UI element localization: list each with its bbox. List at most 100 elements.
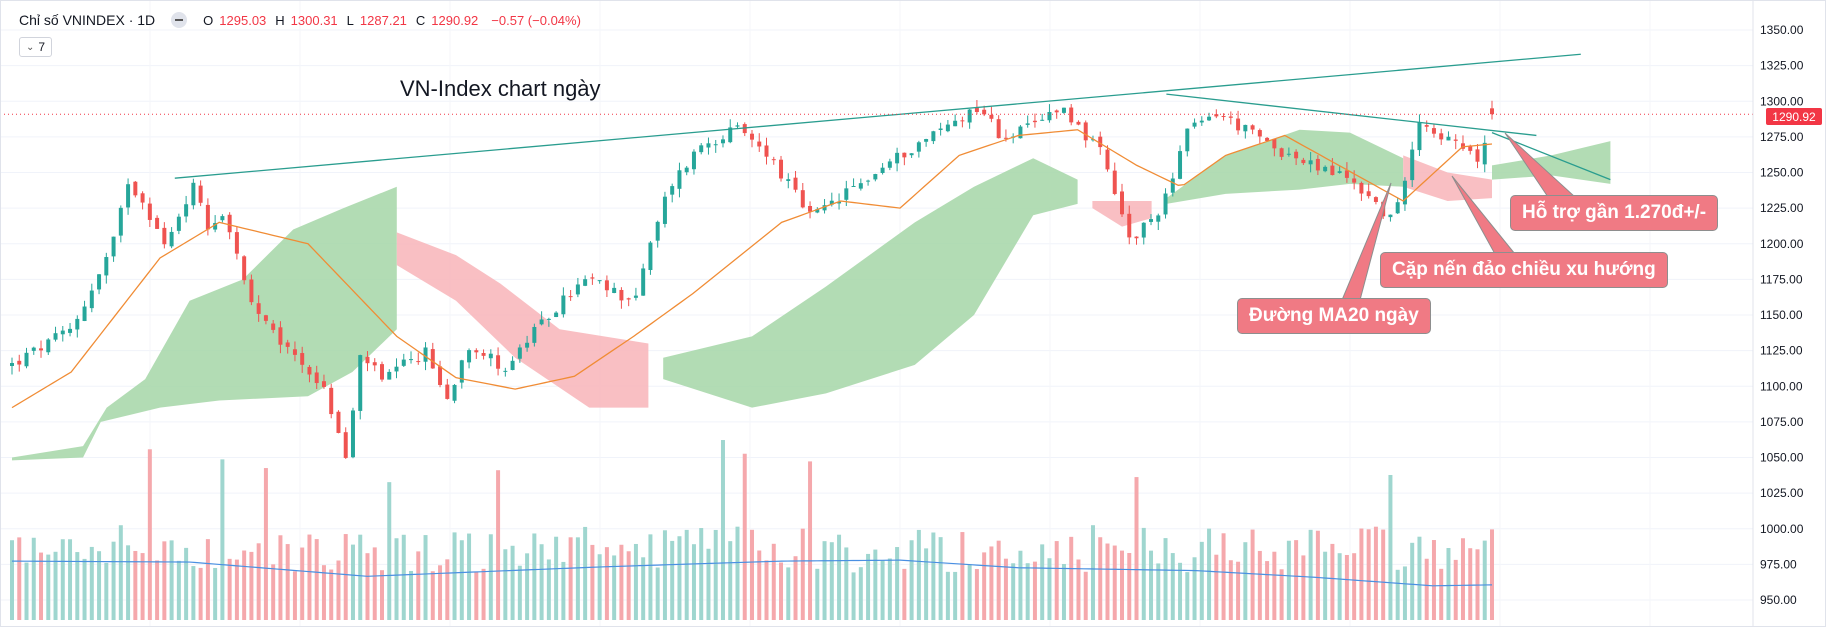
volume-bar (1388, 474, 1393, 620)
candle-body (924, 139, 929, 142)
volume-bar (568, 537, 573, 620)
candle-body (1257, 130, 1262, 137)
candle-body (655, 221, 660, 241)
candle-body (561, 295, 566, 315)
candle-body (1482, 142, 1487, 165)
candle-body (517, 347, 522, 359)
candle-body (162, 227, 167, 245)
candle-body (1170, 178, 1175, 193)
candle-body (793, 177, 798, 190)
candle-body (452, 384, 457, 401)
candle-body (982, 109, 987, 115)
candle-body (641, 268, 646, 296)
volume-bar (75, 552, 80, 620)
volume-bar (532, 533, 537, 620)
candle-body (1003, 137, 1008, 139)
volume-bar (1163, 538, 1168, 620)
volume-bar (1315, 530, 1320, 620)
volume-bar (242, 550, 247, 620)
candle-body (895, 152, 900, 164)
indicators-toggle[interactable]: ⌄ 7 (19, 37, 53, 57)
volume-bar (358, 534, 363, 620)
candle-body (1105, 149, 1110, 170)
candle-body (1214, 114, 1219, 117)
candle-body (459, 360, 464, 383)
y-tick-label: 950.00 (1760, 593, 1797, 607)
candle-body (1366, 191, 1371, 197)
volume-bar (1025, 563, 1030, 620)
collapse-minus-icon[interactable] (171, 12, 188, 28)
volume-bar (742, 453, 747, 620)
cloud-up (663, 158, 1078, 408)
volume-bar (641, 557, 646, 620)
volume-bar (1294, 540, 1299, 620)
volume-bar (1257, 550, 1262, 620)
support-callout: Hỗ trợ gần 1.270đ+/- (1510, 195, 1719, 231)
candle-body (1120, 191, 1124, 215)
cloud-down (396, 232, 649, 408)
volume-bar (292, 571, 297, 620)
candle-body (510, 360, 515, 371)
candle-body (808, 205, 813, 212)
candle-body (1395, 202, 1400, 214)
volume-bar (829, 542, 834, 620)
candle-body (1446, 136, 1451, 141)
volume-bar (924, 548, 929, 620)
volume-bar (1344, 554, 1349, 620)
volume-bar (1272, 551, 1277, 620)
volume-bar (554, 536, 559, 620)
volume-bar (1199, 541, 1204, 620)
volume-bar (931, 532, 936, 620)
volume-bar (604, 547, 609, 620)
volume-bar (503, 549, 508, 620)
candle-body (1330, 165, 1335, 176)
volume-bar (97, 551, 102, 620)
candle-body (1460, 143, 1465, 149)
candle-body (1431, 128, 1436, 134)
volume-bar (227, 558, 232, 620)
volume-bar (118, 525, 123, 620)
candle-body (887, 161, 892, 168)
volume-bar (1047, 558, 1052, 620)
volume-bar (517, 565, 522, 620)
volume-bar (372, 547, 377, 620)
price-axis: 1350.00 1325.00 1300.00 1275.00 1250.00 1225.… (1760, 23, 1804, 607)
change-value: −0.57 (−0.04%) (491, 12, 581, 28)
candle-body (1054, 110, 1059, 113)
volume-bar (467, 533, 472, 620)
volume-bar (1083, 571, 1088, 620)
candle-body (24, 352, 29, 367)
volume-bar (336, 560, 341, 620)
candle-body (169, 231, 174, 247)
candle-body (728, 127, 733, 143)
volume-bar (1330, 543, 1335, 620)
candle-body (1178, 151, 1183, 179)
volume-bar (989, 546, 994, 620)
volume-bar (481, 568, 486, 620)
candle-body (916, 142, 921, 152)
candle-body (945, 124, 950, 132)
candle-body (314, 372, 319, 384)
volume-bar (496, 470, 501, 620)
y-tick-label: 1075.00 (1760, 415, 1804, 429)
volume-bar (771, 543, 776, 620)
candle-body (750, 133, 754, 140)
volume-bar (1352, 553, 1357, 620)
volume-bar (633, 543, 638, 620)
volume-bar (147, 449, 152, 620)
candle-body (619, 289, 624, 301)
volume-bar (583, 526, 588, 620)
candle-body (931, 131, 936, 142)
volume-bar (17, 537, 22, 620)
y-tick-label: 1150.00 (1760, 308, 1803, 322)
ma20-line (11, 129, 1493, 409)
candle-body (648, 242, 653, 271)
trendline-descending-resistance (1166, 93, 1537, 137)
symbol-name[interactable]: Chỉ số VNINDEX · 1D (19, 12, 156, 28)
y-tick-label: 1125.00 (1760, 344, 1803, 358)
volume-bar (1185, 572, 1190, 620)
volume-bar (82, 558, 87, 620)
volume-bar (198, 567, 203, 620)
volume-bar (445, 559, 450, 620)
